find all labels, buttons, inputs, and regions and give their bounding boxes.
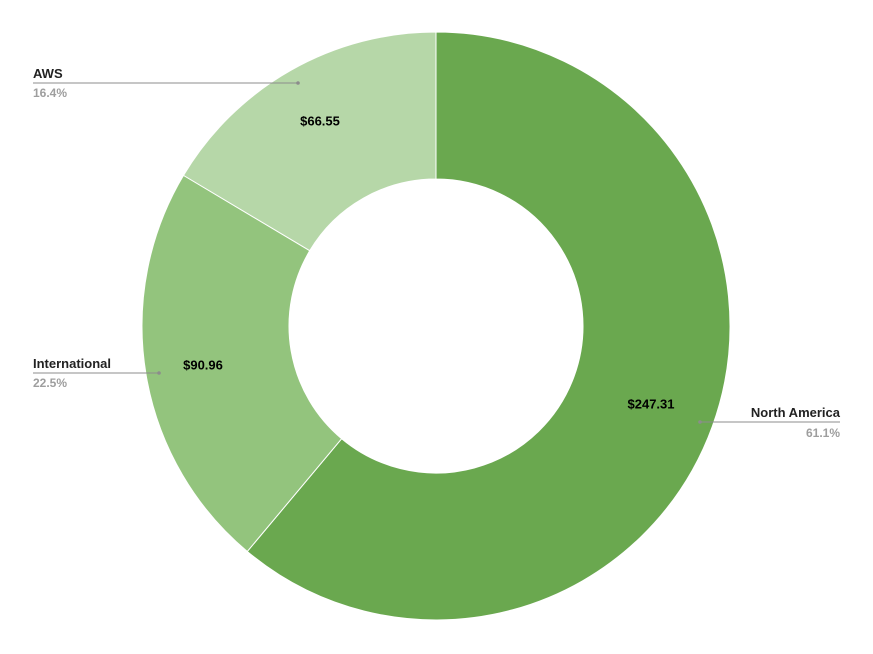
legend-labels-group: North America 61.1% International 22.5% AWS 1… <box>33 66 841 440</box>
leader-dot-aws <box>296 81 300 85</box>
category-label-aws: AWS <box>33 66 63 81</box>
slice-north-america <box>246 31 731 621</box>
value-label-international: $90.96 <box>183 357 223 372</box>
slice-international <box>141 174 343 553</box>
leader-dot-international <box>157 371 161 375</box>
slice-aws <box>182 31 437 252</box>
category-label-international: International <box>33 356 111 371</box>
value-label-aws: $66.55 <box>300 113 340 128</box>
leader-dot-north-america <box>698 420 702 424</box>
percent-label-aws: 16.4% <box>33 86 67 100</box>
slices-group <box>141 31 731 621</box>
value-labels-group: $247.31 $90.96 $66.55 <box>183 113 674 411</box>
value-label-north-america: $247.31 <box>628 396 675 411</box>
category-label-north-america: North America <box>751 405 841 420</box>
percent-label-north-america: 61.1% <box>806 426 840 440</box>
percent-label-international: 22.5% <box>33 376 67 390</box>
